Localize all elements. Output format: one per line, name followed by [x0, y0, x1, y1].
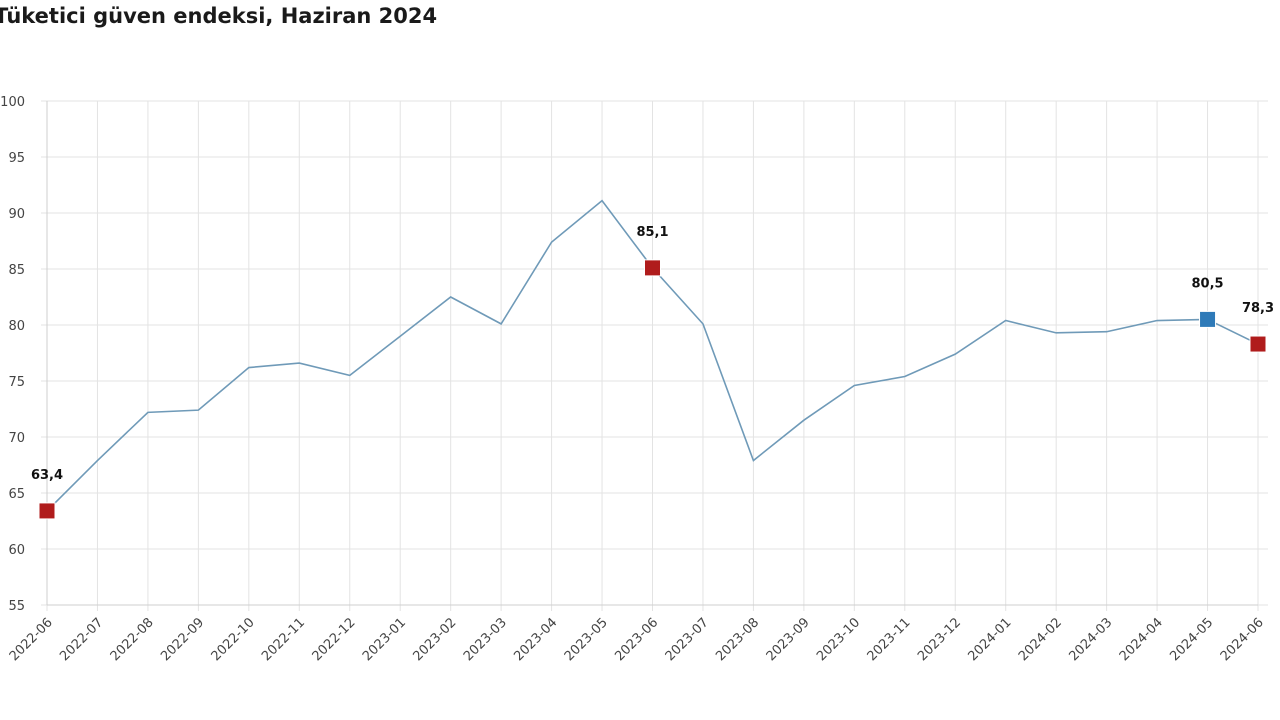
y-tick-label: 100 — [0, 95, 25, 110]
x-tick-label: 2023-03 — [461, 615, 510, 664]
highlight-marker — [644, 259, 661, 277]
x-tick-label: 2023-11 — [865, 615, 914, 664]
data-point — [449, 295, 453, 299]
data-point — [600, 199, 604, 203]
data-point — [499, 322, 503, 326]
data-point — [852, 383, 856, 387]
x-tick-label: 2023-04 — [511, 615, 560, 664]
data-point — [550, 240, 554, 244]
x-tick-label: 2024-05 — [1167, 615, 1216, 664]
data-point — [146, 410, 150, 414]
data-point — [297, 361, 301, 365]
data-point — [903, 375, 907, 379]
x-tick-label: 2023-07 — [663, 615, 712, 664]
x-tick-label: 2023-06 — [612, 615, 661, 664]
highlight-marker — [38, 502, 56, 520]
highlight-marker — [1199, 310, 1217, 328]
data-point — [398, 334, 402, 338]
data-point — [1105, 330, 1109, 334]
x-tick-label: 2024-03 — [1066, 615, 1115, 664]
data-point — [196, 408, 200, 412]
x-tick-label: 2023-09 — [764, 615, 813, 664]
x-tick-label: 2023-05 — [562, 615, 611, 664]
x-tick-label: 2024-04 — [1117, 615, 1166, 664]
data-point — [802, 418, 806, 422]
x-tick-label: 2024-02 — [1016, 615, 1065, 664]
data-label: 85,1 — [636, 225, 668, 240]
y-tick-label: 60 — [8, 543, 25, 558]
y-tick-label: 75 — [8, 375, 25, 390]
y-tick-label: 55 — [8, 599, 25, 614]
data-point — [701, 322, 705, 326]
y-tick-label: 65 — [8, 487, 25, 502]
y-tick-label: 85 — [8, 263, 25, 278]
x-tick-label: 2024-06 — [1218, 615, 1267, 664]
y-tick-label: 70 — [8, 431, 25, 446]
x-tick-label: 2022-09 — [158, 615, 207, 664]
data-point — [247, 366, 251, 370]
data-label: 63,4 — [31, 468, 63, 483]
x-tick-label: 2022-10 — [209, 615, 258, 664]
x-tick-label: 2024-01 — [966, 615, 1015, 664]
data-point — [751, 459, 755, 463]
x-tick-label: 2022-06 — [7, 615, 56, 664]
data-point — [1155, 319, 1159, 323]
y-tick-label: 90 — [8, 207, 25, 222]
data-point — [348, 373, 352, 377]
x-tick-label: 2022-07 — [57, 615, 106, 664]
data-point — [953, 352, 957, 356]
data-point — [1054, 331, 1058, 335]
highlight-marker — [1249, 335, 1267, 353]
x-tick-label: 2023-08 — [713, 615, 762, 664]
chart-title: Tüketici güven endeksi, Haziran 2024 — [0, 4, 438, 28]
y-tick-label: 80 — [8, 319, 25, 334]
data-label: 80,5 — [1192, 276, 1224, 291]
x-tick-label: 2022-08 — [108, 615, 157, 664]
x-tick-label: 2023-01 — [360, 615, 409, 664]
data-point — [95, 459, 99, 463]
x-tick-label: 2023-10 — [814, 615, 863, 664]
x-tick-label: 2023-02 — [410, 615, 459, 664]
x-tick-label: 2022-12 — [310, 615, 359, 664]
x-tick-label: 2023-12 — [915, 615, 964, 664]
data-label: 78,3 — [1242, 301, 1274, 316]
x-tick-label: 2022-11 — [259, 615, 308, 664]
data-point — [1004, 319, 1008, 323]
y-tick-label: 95 — [8, 151, 25, 166]
